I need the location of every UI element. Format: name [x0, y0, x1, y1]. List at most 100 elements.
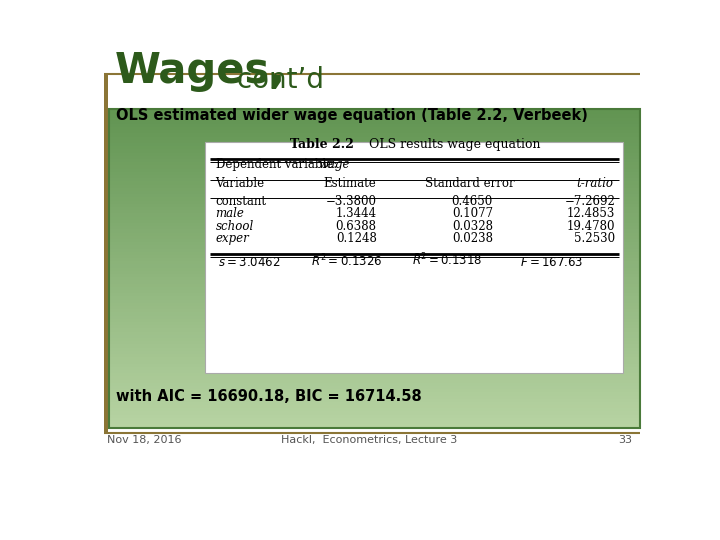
Bar [109, 386, 640, 390]
Bar [109, 217, 640, 220]
Text: $F = 167.63$: $F = 167.63$ [520, 256, 583, 269]
Bar [109, 236, 640, 240]
Bar [109, 153, 640, 157]
Bar [109, 168, 640, 173]
Bar [109, 325, 640, 329]
Bar [109, 280, 640, 285]
Text: with AIC = 16690.18, BIC = 16714.58: with AIC = 16690.18, BIC = 16714.58 [117, 389, 422, 403]
Bar [109, 162, 640, 166]
Bar [109, 309, 640, 313]
Bar [109, 230, 640, 233]
Text: 0.0238: 0.0238 [452, 232, 493, 245]
Text: 19.4780: 19.4780 [567, 220, 616, 233]
Bar [109, 341, 640, 345]
Bar [109, 172, 640, 176]
Text: OLS estimated wider wage equation (Table 2.2, Verbeek): OLS estimated wider wage equation (Table… [117, 107, 588, 123]
Bar [109, 226, 640, 230]
Bar [109, 198, 640, 201]
Bar [109, 395, 640, 400]
Bar [109, 354, 640, 358]
Text: 0.0328: 0.0328 [452, 220, 493, 233]
Bar [109, 277, 640, 281]
Bar [109, 315, 640, 320]
Bar [109, 248, 640, 253]
Text: −3.3800: −3.3800 [325, 195, 377, 208]
Bar [109, 133, 640, 138]
Bar [109, 376, 640, 380]
Bar [109, 200, 640, 205]
Bar [109, 252, 640, 255]
Bar [109, 261, 640, 265]
Bar [109, 137, 640, 140]
Bar [109, 258, 640, 262]
Bar [109, 357, 640, 361]
Bar [109, 322, 640, 326]
Bar [109, 274, 640, 278]
Bar [109, 140, 640, 144]
Text: OLS results wage equation: OLS results wage equation [356, 138, 540, 151]
Bar [109, 175, 640, 179]
Bar [109, 415, 640, 419]
Bar [109, 370, 640, 374]
Bar [109, 303, 640, 307]
Bar [109, 265, 640, 268]
Bar [109, 239, 640, 243]
Bar [109, 313, 640, 316]
Bar [109, 223, 640, 227]
Text: Dependent variable:: Dependent variable: [215, 158, 341, 171]
Bar [109, 424, 640, 428]
Bar [109, 207, 640, 211]
Bar [109, 181, 640, 185]
Bar [109, 156, 640, 160]
Bar [109, 146, 640, 150]
Bar [109, 296, 640, 300]
Bar [109, 287, 640, 291]
Text: cont’d: cont’d [228, 66, 324, 94]
Text: 0.6388: 0.6388 [336, 220, 377, 233]
Bar [109, 127, 640, 131]
Bar [109, 393, 640, 396]
Text: 0.4650: 0.4650 [451, 195, 493, 208]
Bar [109, 204, 640, 208]
Bar [109, 185, 640, 188]
Text: 12.4853: 12.4853 [567, 207, 616, 220]
Text: constant: constant [215, 195, 266, 208]
Bar [109, 389, 640, 393]
Bar [109, 284, 640, 288]
Bar [109, 399, 640, 403]
Text: Wages,: Wages, [114, 50, 286, 92]
Text: 0.1077: 0.1077 [452, 207, 493, 220]
Bar [109, 360, 640, 364]
Bar [109, 348, 640, 352]
Text: Nov 18, 2016: Nov 18, 2016 [107, 435, 181, 445]
Bar [109, 306, 640, 310]
Bar [109, 418, 640, 422]
Bar [109, 121, 640, 125]
Bar [109, 405, 640, 409]
Bar [109, 111, 640, 115]
Text: $s = 3.0462$: $s = 3.0462$ [218, 256, 280, 269]
Bar [109, 332, 640, 335]
Bar [109, 373, 640, 377]
Bar [109, 300, 640, 303]
Bar [109, 213, 640, 217]
Text: Estimate: Estimate [323, 177, 376, 190]
Text: Hackl,  Econometrics, Lecture 3: Hackl, Econometrics, Lecture 3 [281, 435, 457, 445]
Text: 1.3444: 1.3444 [336, 207, 377, 220]
Text: wage: wage [319, 158, 350, 171]
Bar [109, 335, 640, 339]
Bar [109, 143, 640, 147]
Text: 33: 33 [618, 435, 632, 445]
Bar [109, 150, 640, 153]
Bar [109, 165, 640, 170]
Bar [109, 367, 640, 371]
Bar [109, 363, 640, 368]
Bar [109, 220, 640, 224]
Bar [109, 194, 640, 198]
Bar [109, 242, 640, 246]
Text: $R^2 = 0.1326$: $R^2 = 0.1326$ [311, 252, 382, 269]
Bar [109, 383, 640, 387]
Text: Table 2.2: Table 2.2 [289, 138, 354, 151]
Text: 5.2530: 5.2530 [575, 232, 616, 245]
Bar [109, 130, 640, 134]
